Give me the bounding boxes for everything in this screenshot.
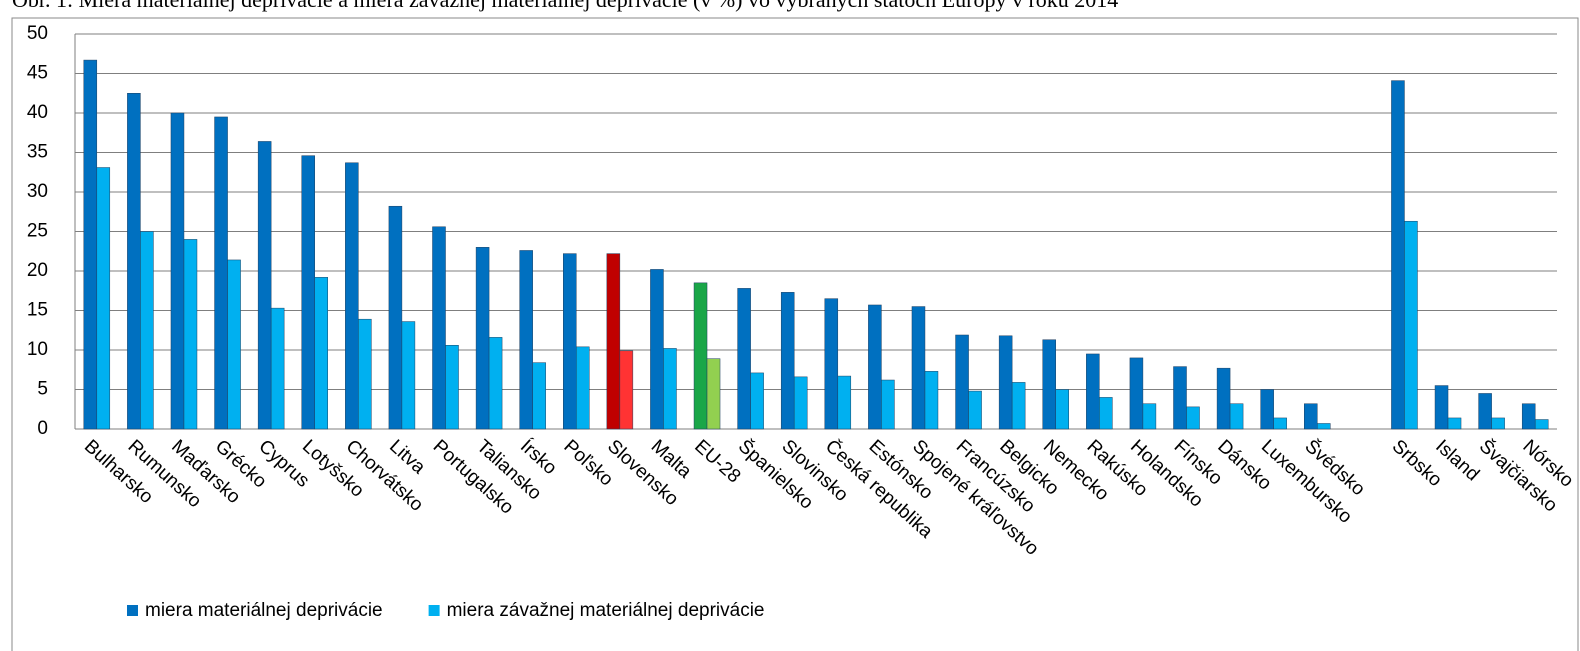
bar [750, 372, 764, 430]
bar [1491, 417, 1505, 430]
bar [924, 371, 939, 430]
bar [1391, 80, 1405, 430]
bar [998, 335, 1013, 430]
bar [1055, 389, 1069, 430]
bar [1099, 397, 1113, 430]
bar [1434, 385, 1449, 430]
bar [1229, 403, 1244, 430]
bar [1142, 403, 1157, 430]
bar [1447, 417, 1462, 430]
y-tick-label: 20 [27, 260, 48, 281]
bar [1404, 220, 1418, 430]
bar [881, 379, 895, 430]
bar [1273, 417, 1287, 430]
bar [1216, 367, 1231, 430]
bar [257, 141, 272, 430]
y-tick-label: 25 [27, 221, 48, 242]
legend-label: miera závažnej materiálnej deprivácie [447, 600, 765, 621]
bar [1042, 339, 1056, 430]
bar [170, 112, 185, 430]
y-tick-label: 45 [27, 63, 48, 84]
bar [445, 345, 459, 430]
bar [1521, 403, 1536, 430]
bar [432, 226, 446, 430]
legend-swatch [428, 605, 440, 616]
bar [824, 298, 839, 430]
y-tick-label: 50 [27, 23, 48, 44]
bar [127, 93, 141, 430]
legend-label: miera materiálnej deprivácie [145, 600, 383, 621]
bar [345, 162, 359, 430]
bar [1304, 403, 1318, 430]
chart-title: Obr. 1: Miera materiálnej deprivácie a m… [12, 0, 1118, 12]
bar [706, 358, 721, 430]
bar [1260, 389, 1274, 430]
y-tick-label: 0 [37, 418, 48, 439]
bar [388, 205, 403, 430]
bar [650, 269, 664, 430]
bar [793, 376, 808, 430]
y-tick-label: 5 [37, 379, 48, 400]
bar [619, 350, 634, 430]
bar [1129, 357, 1144, 430]
bar [140, 231, 154, 430]
bar [1317, 423, 1331, 430]
bar [780, 292, 795, 430]
bar [868, 304, 882, 430]
bar [1173, 366, 1187, 430]
bar [837, 375, 852, 430]
y-tick-label: 15 [27, 300, 48, 321]
bar [693, 282, 708, 430]
bar [532, 362, 546, 430]
bar [358, 318, 372, 430]
bar [314, 277, 328, 430]
y-tick-label: 40 [27, 102, 48, 123]
bar [96, 167, 111, 430]
bar [488, 337, 503, 430]
bar [183, 239, 198, 430]
bar [576, 346, 590, 430]
bar [1011, 382, 1026, 430]
bar [227, 259, 241, 430]
bar [1186, 406, 1200, 430]
bar [475, 247, 490, 430]
y-tick-label: 30 [27, 181, 48, 202]
bar [1478, 393, 1492, 430]
bar [401, 321, 416, 430]
legend-swatch [127, 605, 138, 616]
bar [606, 253, 621, 430]
bar [83, 59, 98, 430]
bar [1534, 419, 1549, 430]
bar [563, 253, 577, 430]
bar [955, 334, 969, 430]
bar [519, 250, 533, 430]
bar [1086, 353, 1100, 430]
bar [270, 307, 285, 430]
bar [737, 288, 751, 430]
bar [214, 116, 228, 430]
y-tick-label: 10 [27, 339, 48, 360]
bar [301, 155, 315, 430]
bar [911, 306, 926, 430]
bar [968, 390, 982, 430]
y-tick-label: 35 [27, 142, 48, 163]
bar [663, 348, 677, 430]
